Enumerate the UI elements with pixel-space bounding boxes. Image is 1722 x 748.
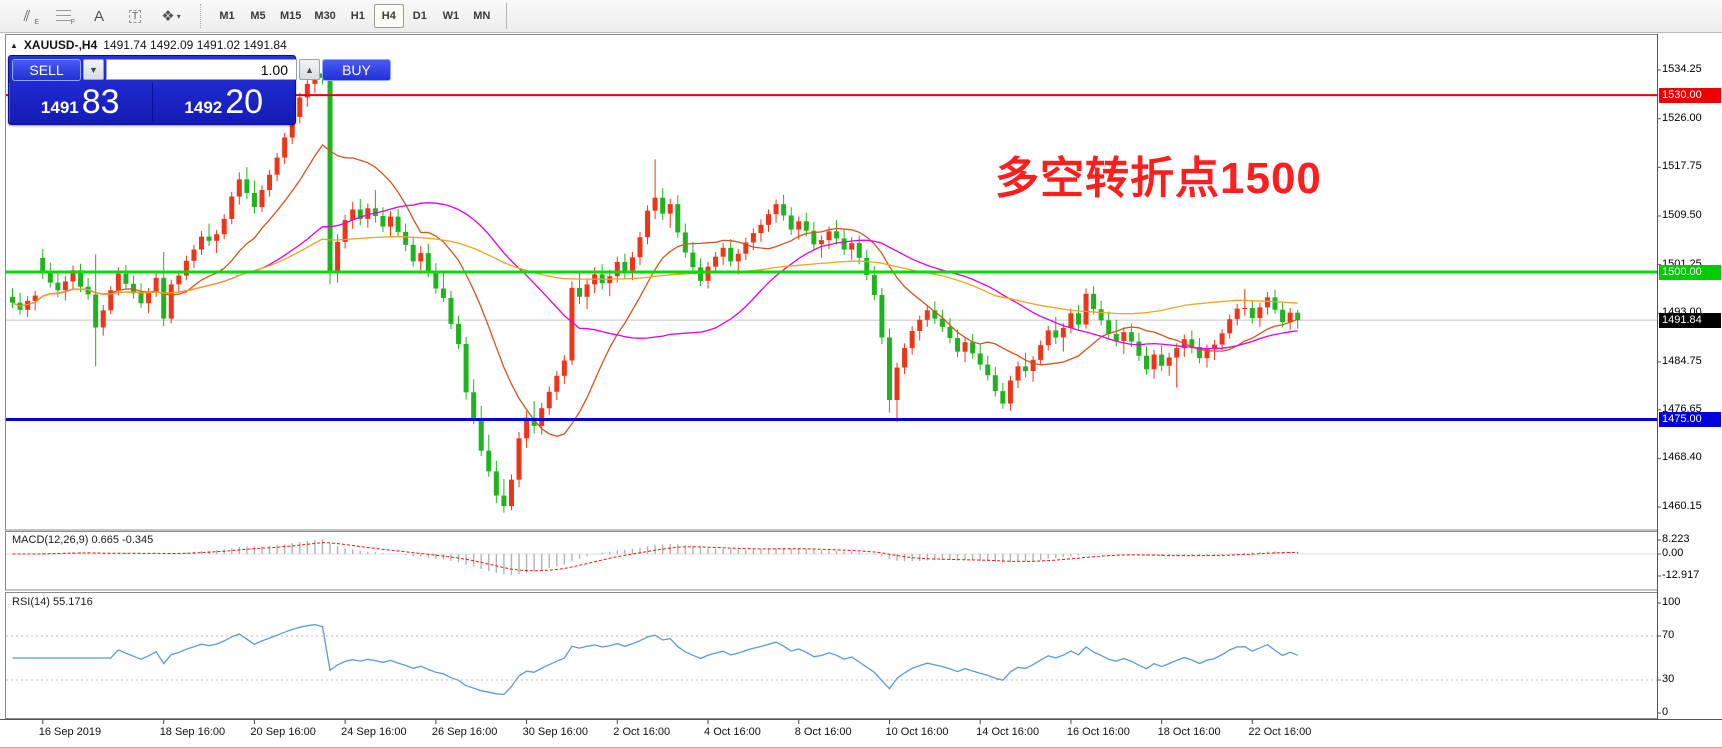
price-level-badge: 1491.84 [1659, 312, 1721, 328]
sell-price-big: 83 [81, 83, 120, 121]
timeframe-button-mn[interactable]: MN [473, 10, 491, 22]
date-axis-label: 4 Oct 16:00 [704, 726, 761, 738]
toolbar: ⫽ E F A T ❖ ▾ M1 M5 M15 M30 H1 H4 D1 W1 MN [0, 0, 1722, 33]
rsi-indicator-label: RSI(14) 55.1716 [12, 596, 93, 608]
volume-input[interactable] [106, 59, 297, 80]
timeframe-button-m1[interactable]: M1 [219, 10, 235, 22]
date-axis-label: 16 Sep 2019 [38, 726, 102, 738]
date-axis-label: 24 Sep 16:00 [341, 726, 407, 738]
price-axis-label: 1460.15 [1662, 500, 1702, 513]
rsi-axis-label: 0 [1662, 706, 1669, 718]
date-axis-label: 18 Oct 16:00 [1157, 726, 1221, 738]
buy-button[interactable]: BUY [322, 58, 391, 81]
sell-price-button[interactable]: 1491 83 [9, 83, 153, 122]
date-axis-label: 8 Oct 16:00 [794, 726, 852, 738]
volume-decrease-button[interactable]: ▼ [83, 59, 104, 80]
macd-axis-label: -12.917 [1662, 568, 1700, 581]
text-tool-icon[interactable]: A [93, 7, 104, 25]
text-label-tool-icon[interactable]: T [118, 3, 152, 29]
date-axis-label: 16 Oct 16:00 [1066, 726, 1130, 738]
toolbar-drag-handle[interactable] [200, 4, 206, 28]
chart-window: ▲ XAUUSD-,H4 1491.74 1492.09 1491.02 149… [0, 34, 1722, 748]
date-axis-label: 30 Sep 16:00 [522, 726, 589, 738]
date-axis-label: 18 Sep 16:00 [159, 726, 226, 738]
chart-annotation-text: 多空转折点1500 [995, 154, 1322, 203]
price-axis-label: 1534.25 [1662, 63, 1702, 75]
macd-axis-label: 8.223 [1662, 532, 1690, 545]
price-level-badge: 1500.00 [1659, 264, 1721, 280]
date-axis-label: 14 Oct 16:00 [976, 726, 1040, 738]
collapse-panel-icon[interactable]: ▲ [10, 40, 18, 50]
arrow-tools-icon[interactable]: ❖ ▾ [161, 7, 181, 25]
date-axis-label: 22 Oct 16:00 [1248, 726, 1312, 738]
one-click-trading-panel: SELL ▼ ▲ BUY 1491 83 1492 20 [8, 55, 391, 125]
rsi-axis-label: 30 [1662, 673, 1675, 685]
volume-increase-button[interactable]: ▲ [299, 59, 320, 80]
chart-canvas[interactable] [0, 34, 1722, 748]
symbol-title: XAUUSD-,H4 [23, 38, 98, 52]
fibonacci-retracement-icon[interactable]: F [46, 3, 80, 29]
timeframe-button-d1[interactable]: D1 [412, 10, 427, 22]
date-axis-label: 2 Oct 16:00 [613, 726, 671, 738]
timeframe-button-m15[interactable]: M15 [280, 10, 302, 22]
chart-title-row: ▲ XAUUSD-,H4 1491.74 1492.09 1491.02 149… [10, 38, 287, 52]
buy-price-small: 1492 [184, 98, 223, 117]
macd-axis-label: 0.00 [1662, 547, 1684, 559]
date-axis-label: 10 Oct 16:00 [885, 726, 949, 738]
timeframe-button-w1[interactable]: W1 [442, 10, 460, 22]
price-axis-label: 1476.65 [1662, 402, 1702, 415]
timeframe-button-h1[interactable]: H1 [350, 10, 365, 22]
timeframe-button-m5[interactable]: M5 [250, 10, 266, 22]
date-axis-label: 26 Sep 16:00 [431, 726, 498, 738]
price-axis-label: 1509.50 [1662, 208, 1702, 221]
price-axis-label: 1526.00 [1662, 111, 1702, 124]
sell-price-small: 1491 [40, 98, 79, 117]
price-axis-label: 1468.40 [1662, 451, 1702, 464]
buy-price-big: 20 [225, 83, 264, 121]
timeframe-button-h4[interactable]: H4 [373, 4, 404, 28]
rsi-axis-label: 70 [1662, 629, 1675, 641]
price-level-badge: 1475.00 [1659, 411, 1721, 427]
price-level-badge: 1530.00 [1659, 87, 1721, 103]
toolbar-separator [505, 3, 507, 29]
date-axis-label: 20 Sep 16:00 [250, 726, 316, 738]
timeframe-button-m30[interactable]: M30 [314, 10, 336, 22]
equidistant-channel-icon[interactable]: ⫽ E [23, 7, 39, 27]
sell-button[interactable]: SELL [12, 58, 81, 81]
price-axis-label: 1517.75 [1662, 160, 1702, 173]
macd-indicator-label: MACD(12,26,9) 0.665 -0.345 [12, 534, 154, 546]
buy-price-button[interactable]: 1492 20 [153, 83, 296, 122]
rsi-axis-label: 100 [1662, 596, 1681, 608]
price-axis-label: 1484.75 [1662, 354, 1702, 367]
ohlc-quotes: 1491.74 1492.09 1491.02 1491.84 [103, 38, 287, 52]
